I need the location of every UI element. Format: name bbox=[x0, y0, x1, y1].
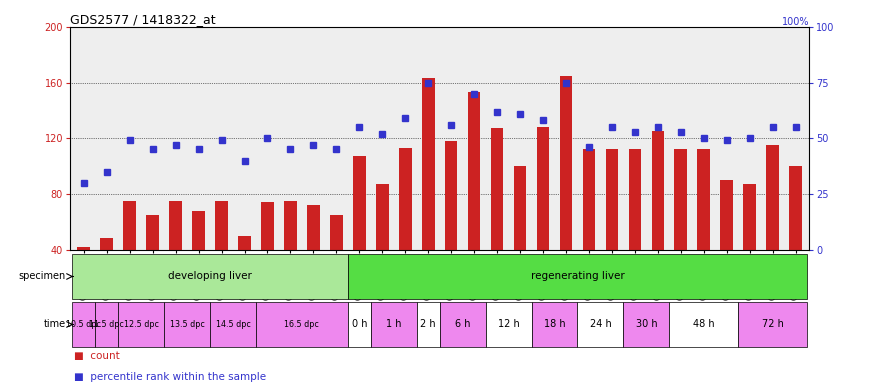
Text: 24 h: 24 h bbox=[590, 319, 612, 329]
Bar bbox=[284, 201, 297, 250]
Bar bbox=[738, 302, 807, 347]
Bar bbox=[353, 156, 366, 250]
Text: 16.5 dpc: 16.5 dpc bbox=[284, 320, 319, 329]
Text: 14.5 dpc: 14.5 dpc bbox=[215, 320, 250, 329]
Bar bbox=[376, 184, 388, 250]
Bar bbox=[146, 215, 159, 250]
Bar bbox=[118, 302, 164, 347]
Bar bbox=[261, 202, 274, 250]
Bar bbox=[440, 302, 486, 347]
Bar bbox=[215, 201, 228, 250]
Bar bbox=[169, 201, 182, 250]
Bar bbox=[422, 78, 435, 250]
Bar bbox=[789, 166, 802, 250]
Bar bbox=[468, 92, 480, 250]
Bar bbox=[669, 302, 738, 347]
Bar bbox=[399, 148, 411, 250]
Bar bbox=[514, 166, 527, 250]
Text: 10.5 dpc: 10.5 dpc bbox=[66, 320, 102, 329]
Text: 0 h: 0 h bbox=[352, 319, 367, 329]
Bar bbox=[675, 149, 687, 250]
Bar bbox=[192, 211, 205, 250]
Bar bbox=[560, 76, 572, 250]
Text: 72 h: 72 h bbox=[762, 319, 784, 329]
Text: 6 h: 6 h bbox=[455, 319, 471, 329]
Bar bbox=[606, 149, 619, 250]
Bar bbox=[578, 302, 623, 347]
Text: 12.5 dpc: 12.5 dpc bbox=[123, 320, 158, 329]
Text: 48 h: 48 h bbox=[693, 319, 715, 329]
Bar bbox=[78, 247, 90, 250]
Text: 13.5 dpc: 13.5 dpc bbox=[170, 320, 205, 329]
Text: ■  count: ■ count bbox=[74, 351, 120, 361]
Bar bbox=[531, 302, 578, 347]
Text: time: time bbox=[44, 319, 66, 329]
Bar bbox=[348, 254, 807, 299]
Bar bbox=[73, 254, 348, 299]
Text: 30 h: 30 h bbox=[635, 319, 657, 329]
Bar bbox=[491, 129, 503, 250]
Bar bbox=[164, 302, 210, 347]
Bar bbox=[256, 302, 348, 347]
Bar bbox=[444, 141, 458, 250]
Bar bbox=[623, 302, 669, 347]
Bar bbox=[416, 302, 440, 347]
Text: 1 h: 1 h bbox=[386, 319, 402, 329]
Bar bbox=[720, 180, 733, 250]
Bar bbox=[371, 302, 416, 347]
Bar bbox=[628, 149, 641, 250]
Bar bbox=[330, 215, 343, 250]
Bar bbox=[583, 149, 595, 250]
Bar bbox=[697, 149, 710, 250]
Text: 100%: 100% bbox=[782, 17, 809, 27]
Bar bbox=[238, 236, 251, 250]
Text: GDS2577 / 1418322_at: GDS2577 / 1418322_at bbox=[70, 13, 215, 26]
Bar bbox=[210, 302, 256, 347]
Bar bbox=[536, 127, 550, 250]
Bar bbox=[101, 238, 113, 250]
Text: specimen: specimen bbox=[18, 271, 66, 281]
Bar bbox=[73, 302, 95, 347]
Bar bbox=[652, 131, 664, 250]
Bar bbox=[307, 205, 319, 250]
Text: regenerating liver: regenerating liver bbox=[530, 271, 625, 281]
Bar bbox=[744, 184, 756, 250]
Text: 2 h: 2 h bbox=[420, 319, 436, 329]
Text: ■  percentile rank within the sample: ■ percentile rank within the sample bbox=[74, 372, 267, 382]
Text: 12 h: 12 h bbox=[498, 319, 520, 329]
Bar bbox=[95, 302, 118, 347]
Text: 18 h: 18 h bbox=[543, 319, 565, 329]
Text: 11.5 dpc: 11.5 dpc bbox=[89, 320, 124, 329]
Bar bbox=[766, 145, 779, 250]
Bar bbox=[486, 302, 531, 347]
Bar bbox=[348, 302, 371, 347]
Bar bbox=[123, 201, 136, 250]
Text: developing liver: developing liver bbox=[168, 271, 252, 281]
